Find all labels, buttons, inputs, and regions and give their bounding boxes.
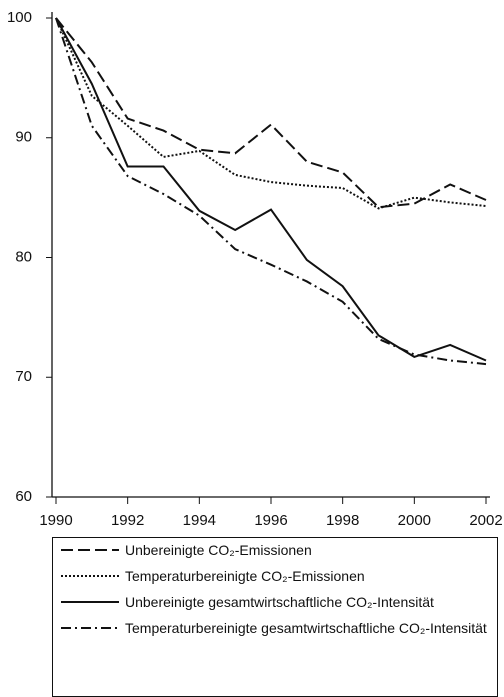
x-tick-label: 2002 — [469, 512, 502, 529]
legend-item: Unbereinigte gesamtwirtschaftliche CO₂-I… — [59, 594, 497, 610]
legend-label: Temperaturbereinigte CO₂-Emissionen — [125, 568, 365, 584]
legend-swatch — [61, 575, 119, 577]
line-series — [55, 17, 487, 362]
legend-label: Unbereinigte gesamtwirtschaftliche CO₂-I… — [125, 594, 434, 610]
x-tick-label: 1990 — [39, 512, 72, 529]
legend-label: Unbereinigte CO₂-Emissionen — [125, 542, 312, 558]
x-tick-label: 1992 — [111, 512, 144, 529]
x-tick-label: 2000 — [398, 512, 431, 529]
legend-item: Temperaturbereinigte CO₂-Emissionen — [59, 568, 497, 584]
y-tick-label: 60 — [15, 488, 32, 505]
line-series — [55, 17, 487, 366]
legend-item: Temperaturbereinigte gesamtwirtschaftlic… — [59, 620, 497, 636]
x-tick-label: 1994 — [183, 512, 216, 529]
x-tick-label: 1996 — [254, 512, 287, 529]
y-tick-label: 100 — [7, 9, 32, 26]
y-tick-label: 70 — [15, 368, 32, 385]
legend: Unbereinigte CO₂-Emissionen Temperaturber… — [52, 537, 498, 697]
legend-swatch — [61, 601, 119, 603]
chart: 60 70 80 90 100 1990 1992 1994 1996 1998 2000 2002 — [7, 9, 503, 529]
legend-item: Unbereinigte CO₂-Emissionen — [59, 542, 497, 558]
legend-label: Temperaturbereinigte gesamtwirtschaftlic… — [125, 620, 487, 636]
x-tick-label: 1998 — [326, 512, 359, 529]
y-tick-label: 80 — [15, 248, 32, 265]
line-series — [55, 17, 487, 210]
legend-swatch — [61, 627, 119, 629]
legend-swatch — [61, 549, 119, 551]
y-tick-label: 90 — [15, 129, 32, 146]
line-series — [55, 17, 487, 209]
